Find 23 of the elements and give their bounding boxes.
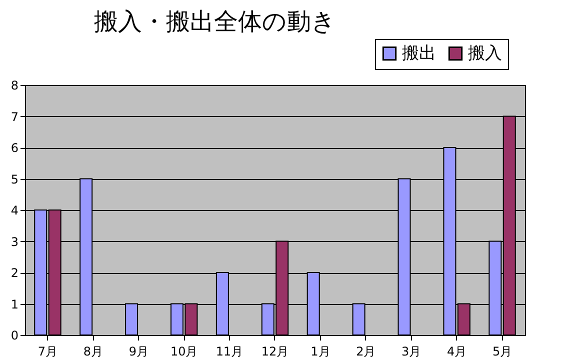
legend-label: 搬出 (402, 44, 436, 64)
x-tick-label: 4月 (447, 344, 467, 358)
y-tick-label: 5 (10, 172, 18, 186)
y-tick-label: 1 (10, 297, 18, 312)
x-tick-label: 10月 (170, 344, 198, 358)
x-tick-label: 1月 (310, 344, 330, 358)
x-tick-label: 2月 (356, 344, 376, 358)
legend-label: 搬入 (468, 44, 502, 64)
y-tick-label: 8 (10, 78, 18, 92)
x-tick-label: 9月 (128, 344, 148, 358)
x-tick-label: 8月 (83, 344, 103, 358)
y-tick-label: 7 (10, 110, 18, 124)
y-tick-label: 0 (10, 328, 18, 342)
x-tick-label: 11月 (216, 344, 244, 358)
x-tick-label: 7月 (38, 344, 58, 358)
x-tick-label: 3月 (402, 344, 422, 358)
x-tick-label: 5月 (492, 344, 512, 358)
chart-title: 搬入・搬出全体の動き (94, 8, 336, 36)
y-tick-label: 2 (10, 266, 18, 280)
y-tick-label: 6 (10, 141, 18, 155)
y-tick-label: 3 (10, 234, 18, 249)
y-tick-label: 4 (10, 204, 18, 218)
x-tick-label: 12月 (261, 344, 289, 358)
